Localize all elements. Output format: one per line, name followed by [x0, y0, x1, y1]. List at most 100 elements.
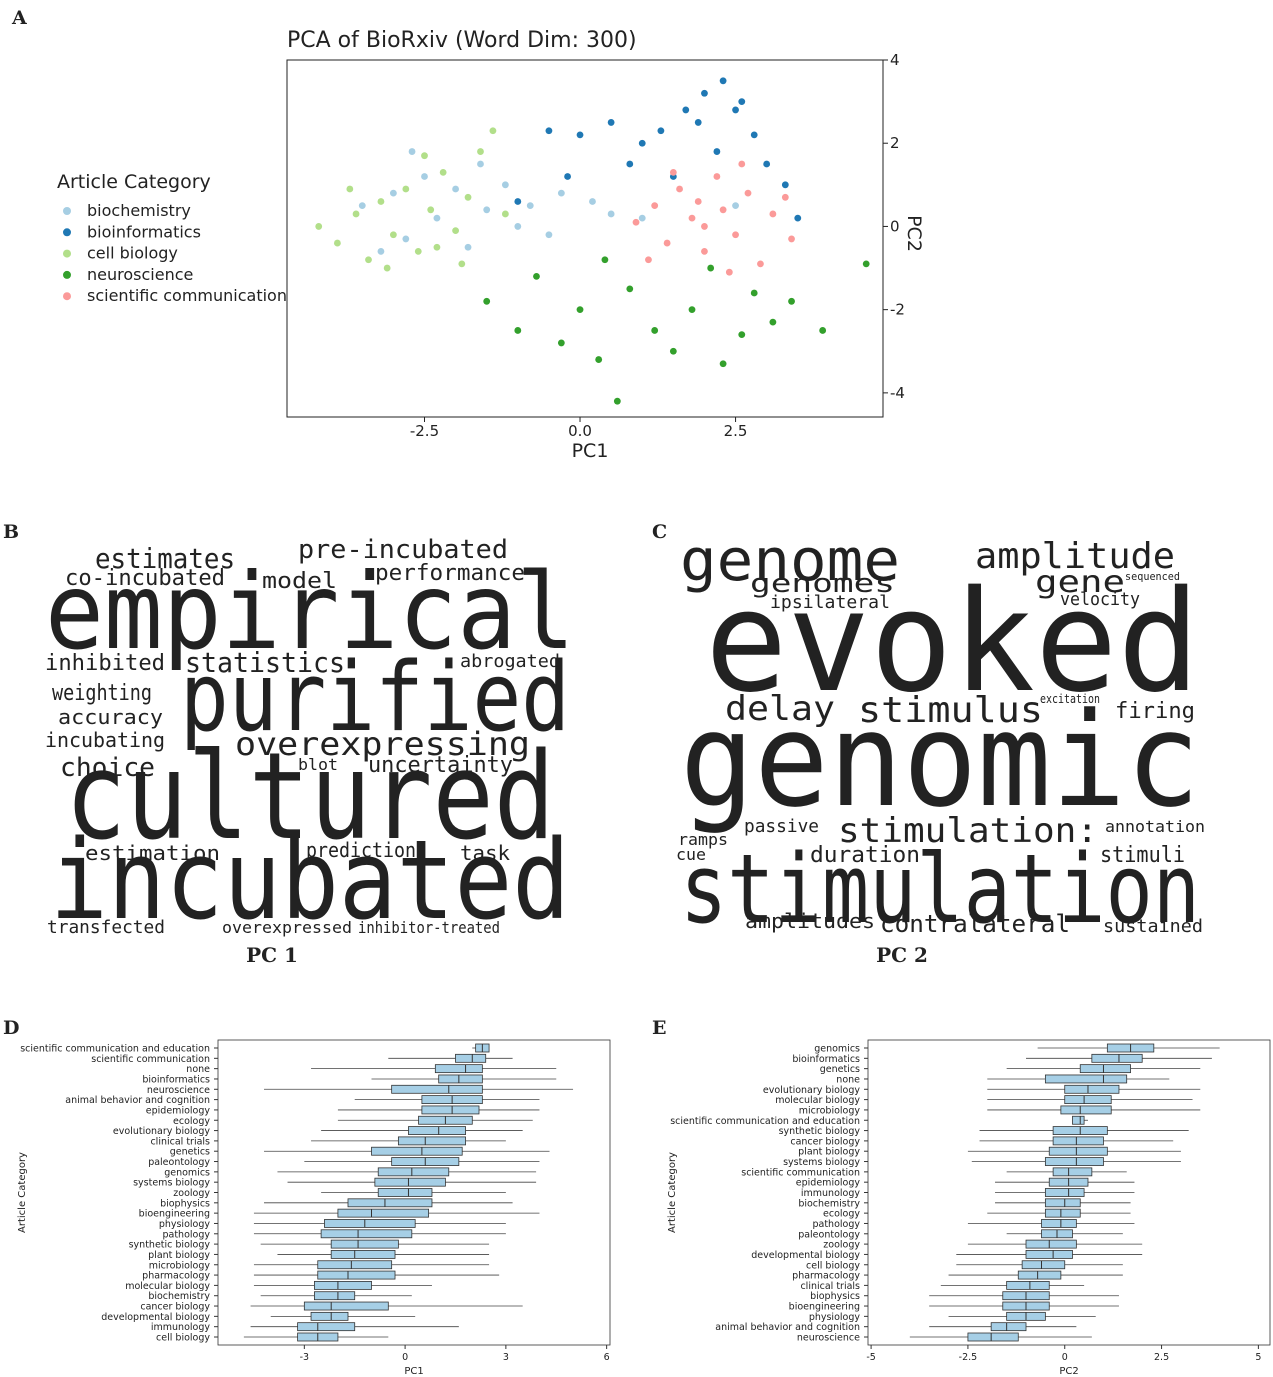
y-tick-label: clinical trials — [800, 1281, 860, 1292]
y-tick-label: animal behavior and cognition — [715, 1322, 860, 1333]
point — [501, 210, 509, 218]
word: annotation — [1105, 817, 1205, 836]
caption: PC 2 — [876, 943, 928, 967]
point — [669, 347, 677, 355]
y-tick-label: 0 — [890, 217, 900, 235]
point — [383, 264, 391, 272]
legend-marker — [63, 292, 71, 301]
box — [314, 1291, 356, 1301]
legend-label: scientific communication — [87, 286, 287, 305]
point — [576, 306, 584, 314]
y-tick-label: neuroscience — [147, 1085, 210, 1096]
y-tick-label: paleontology — [798, 1229, 860, 1240]
box — [1064, 1084, 1120, 1094]
point — [781, 193, 789, 201]
point — [439, 168, 447, 176]
point — [402, 185, 410, 193]
caption: PC 1 — [246, 943, 298, 967]
point — [514, 327, 522, 334]
y-tick-label: none — [836, 1074, 860, 1085]
point — [452, 227, 459, 234]
y-tick-label: evolutionary biology — [113, 1126, 210, 1137]
point — [769, 210, 777, 218]
y-tick-label: microbiology — [149, 1260, 211, 1271]
box — [397, 1136, 466, 1146]
x-tick-label: -2.5 — [410, 422, 439, 440]
point — [657, 127, 665, 135]
box — [1052, 1136, 1104, 1146]
y-tick-label: molecular biology — [775, 1095, 860, 1106]
legend-marker — [63, 249, 71, 258]
point — [464, 193, 472, 201]
box — [1079, 1064, 1131, 1074]
y-tick-label: epidemiology — [796, 1178, 861, 1189]
word: incubating — [45, 728, 165, 752]
y-tick-label: synthetic biology — [129, 1240, 211, 1251]
box — [408, 1126, 466, 1135]
box — [438, 1074, 483, 1084]
point — [713, 173, 721, 180]
x-tick-label: 0 — [1062, 1352, 1068, 1363]
y-tick-label: scientific communication — [741, 1167, 860, 1178]
box — [337, 1208, 430, 1218]
y-tick-label: immunology — [801, 1188, 860, 1199]
y-tick-label: synthetic biology — [779, 1126, 861, 1137]
point — [651, 202, 659, 210]
x-axis-label: PC2 — [1059, 1366, 1078, 1377]
x-tick-label: -5 — [866, 1352, 875, 1363]
box — [317, 1260, 393, 1270]
point — [389, 231, 397, 239]
x-tick-label: 0.0 — [568, 422, 592, 440]
point — [365, 256, 372, 264]
point — [669, 168, 677, 176]
word: stimulation — [680, 835, 1200, 945]
y-tick-label: animal behavior and cognition — [65, 1095, 210, 1106]
point — [632, 218, 640, 226]
word: genomic — [680, 684, 1200, 836]
word: model — [262, 569, 337, 594]
word: co-incubated — [65, 566, 225, 591]
point — [464, 243, 472, 251]
word: prediction — [306, 838, 416, 862]
word: sequenced — [1125, 570, 1180, 583]
word: cultured — [65, 728, 555, 867]
box — [1091, 1053, 1143, 1063]
y-tick-label: cell biology — [806, 1260, 860, 1271]
y-tick-label: pharmacology — [792, 1271, 860, 1282]
word: firing — [1115, 699, 1195, 724]
word: accuracy — [58, 705, 163, 729]
panel-label: D — [3, 1017, 19, 1039]
box — [1048, 1146, 1108, 1156]
point — [501, 181, 509, 189]
point — [352, 210, 360, 218]
legend-label: cell biology — [87, 244, 178, 263]
word: weighting — [52, 681, 152, 706]
word: overexpressed — [222, 918, 352, 937]
word: blot — [298, 755, 338, 774]
y-tick-label: clinical trials — [150, 1136, 210, 1147]
y-tick-label: genomics — [814, 1044, 860, 1055]
panel-label: C — [652, 521, 667, 543]
point — [545, 127, 553, 135]
box — [347, 1198, 433, 1208]
box — [1052, 1167, 1093, 1177]
point — [607, 119, 615, 126]
point — [458, 260, 466, 268]
y-tick-label: epidemiology — [146, 1105, 211, 1116]
y-tick-label: zoology — [823, 1240, 860, 1251]
box — [1025, 1239, 1077, 1249]
word: sustained — [1103, 916, 1203, 937]
point — [626, 285, 634, 293]
y-tick-label: paleontology — [148, 1157, 210, 1168]
y-tick-label: neuroscience — [797, 1333, 860, 1344]
box — [1044, 1208, 1081, 1218]
y-tick-label: scientific communication and education — [670, 1116, 860, 1127]
point — [794, 214, 802, 222]
point — [788, 235, 795, 243]
point — [489, 127, 497, 135]
point — [358, 202, 366, 210]
point — [514, 223, 522, 230]
panel-label: E — [652, 1017, 666, 1039]
legend-label: bioinformatics — [87, 222, 201, 241]
point — [626, 160, 634, 168]
